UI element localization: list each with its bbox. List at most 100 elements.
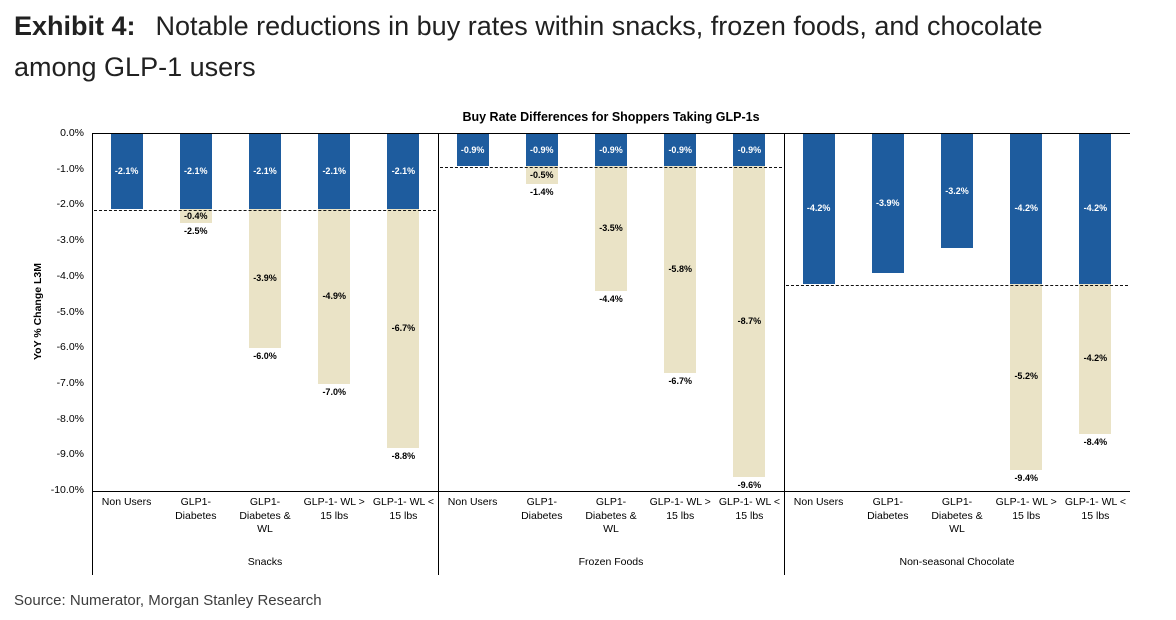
- glp1-user-bar: -4.9%: [318, 208, 351, 384]
- bar-slot: -2.1% -4.9% -7.0%: [300, 134, 369, 491]
- bar-value-label: -2.1%: [322, 165, 346, 176]
- x-axis-group: Non Users GLP1-Diabetes GLP1-Diabetes & WL…: [784, 496, 1130, 537]
- x-axis-category-label: GLP-1- WL > 15 lbs: [649, 496, 711, 522]
- glp1-user-bar: -6.7%: [387, 208, 420, 449]
- baseline-dashed-line: [786, 284, 1128, 286]
- baseline-bar: -0.9%: [456, 134, 489, 167]
- bar-value-label: -2.1%: [114, 165, 139, 176]
- bar-value-label: -0.9%: [460, 144, 485, 155]
- glp1-user-bar: -3.9%: [249, 208, 281, 349]
- baseline-bar: -3.9%: [871, 134, 904, 274]
- bar-slot: -2.1% -3.9% -6.0%: [230, 134, 299, 491]
- bar-column: -0.9% -3.5% -4.4%: [595, 134, 627, 491]
- total-value-label: -4.4%: [599, 294, 623, 305]
- glp1-user-bar: -0.5%: [525, 166, 558, 184]
- y-tick-label: -3.0%: [56, 234, 84, 247]
- total-value-label: -1.4%: [530, 186, 554, 197]
- diff-value-label: -0.4%: [184, 210, 208, 221]
- y-tick-label: -7.0%: [56, 376, 84, 389]
- x-axis-category-label: GLP-1- WL > 15 lbs: [995, 496, 1057, 522]
- group-labels: Snacks Frozen Foods Non-seasonal Chocolate: [92, 556, 1130, 568]
- x-axis-group-label: Snacks: [247, 556, 283, 568]
- bar-slot: -3.9%: [853, 134, 922, 491]
- x-axis-category-label: GLP-1- WL > 15 lbs: [303, 496, 365, 522]
- bar-value-label: -4.2%: [1083, 203, 1108, 214]
- source-note: Source: Numerator, Morgan Stanley Resear…: [14, 592, 322, 609]
- x-axis-category-label: GLP1-Diabetes & WL: [585, 496, 637, 536]
- bar-value-label: -0.9%: [737, 144, 762, 155]
- y-tick-label: -5.0%: [56, 305, 84, 318]
- glp1-user-bar: -0.4%: [179, 208, 212, 224]
- bar-column: -4.2% -5.2% -9.4%: [1010, 134, 1043, 491]
- bar-slot: -0.9% -5.8% -6.7%: [646, 134, 715, 491]
- bar-slot: -2.1%: [92, 134, 161, 491]
- total-value-label: -9.6%: [737, 479, 762, 490]
- bar-value-label: -0.9%: [599, 144, 623, 155]
- baseline-dashed-line: [440, 167, 782, 169]
- y-tick-label: -6.0%: [56, 341, 84, 354]
- baseline-bar: -0.9%: [595, 134, 627, 167]
- glp1-user-bar: -5.8%: [664, 166, 697, 374]
- glp1-user-bar: -5.2%: [1010, 283, 1043, 470]
- y-tick-label: -4.0%: [56, 269, 84, 282]
- x-axis-category-label: GLP1-Diabetes: [521, 496, 563, 522]
- glp1-user-bar: -4.2%: [1079, 283, 1112, 434]
- diff-value-label: -4.9%: [322, 290, 346, 301]
- baseline-bar: -2.1%: [318, 134, 351, 209]
- y-tick-label: -2.0%: [56, 198, 84, 211]
- diff-value-label: -8.7%: [737, 315, 762, 326]
- bar-column: -4.2% -4.2% -8.4%: [1079, 134, 1112, 491]
- glp1-user-bar: -3.5%: [595, 166, 627, 292]
- bar-slot: -0.9%: [438, 134, 507, 491]
- bar-value-label: -4.2%: [806, 203, 831, 214]
- y-axis-ticks: 0.0% -1.0% -2.0% -3.0% -4.0% -5.0% -6.0% -7.0% -…: [8, 127, 88, 496]
- x-axis-category-label: GLP-1- WL < 15 lbs: [718, 496, 780, 522]
- bar-column: -2.1% -0.4% -2.5%: [179, 134, 212, 491]
- baseline-bar: -3.2%: [941, 134, 973, 249]
- bar-slot: -2.1% -6.7% -8.8%: [369, 134, 438, 491]
- baseline-bar: -4.2%: [1079, 134, 1112, 284]
- y-tick-label: -1.0%: [56, 162, 84, 175]
- buy-rate-chart: Buy Rate Differences for Shoppers Taking…: [8, 108, 1168, 588]
- x-axis-group: Non Users GLP1-Diabetes GLP1-Diabetes & WL…: [438, 496, 784, 537]
- baseline-bar: -0.9%: [525, 134, 558, 167]
- diff-value-label: -3.5%: [599, 223, 623, 234]
- baseline-bar: -2.1%: [249, 134, 281, 209]
- bar-value-label: -3.9%: [876, 198, 900, 209]
- bar-slot: -3.2%: [922, 134, 991, 491]
- bar-group: -2.1% -2.1% -0.4% -2.5% -2.1% -3.9% -6.0% -2.1%…: [92, 134, 438, 491]
- x-axis-category-label: GLP1-Diabetes: [867, 496, 909, 522]
- bar-value-label: -3.2%: [945, 185, 969, 196]
- baseline-bar: -0.9%: [664, 134, 697, 167]
- y-tick-label: -9.0%: [56, 448, 84, 461]
- total-value-label: -6.0%: [253, 351, 277, 362]
- bar-slot: -0.9% -0.5% -1.4%: [507, 134, 576, 491]
- exhibit-title-text: Notable reductions in buy rates within s…: [14, 11, 1043, 82]
- diff-value-label: -4.2%: [1083, 353, 1108, 364]
- diff-value-label: -5.2%: [1014, 371, 1038, 382]
- bar-column: -0.9%: [456, 134, 489, 491]
- total-value-label: -7.0%: [322, 386, 346, 397]
- exhibit-label: Exhibit 4:: [14, 11, 136, 41]
- bar-column: -2.1% -6.7% -8.8%: [387, 134, 420, 491]
- x-axis-category-label: Non Users: [101, 496, 152, 508]
- y-tick-label: -8.0%: [56, 412, 84, 425]
- plot-area: -2.1% -2.1% -0.4% -2.5% -2.1% -3.9% -6.0% -2.1%…: [92, 133, 1130, 492]
- bar-column: -4.2%: [802, 134, 835, 491]
- diff-value-label: -5.8%: [668, 264, 692, 275]
- bar-value-label: -2.1%: [253, 165, 277, 176]
- total-value-label: -6.7%: [668, 376, 692, 387]
- x-axis-group-label: Non-seasonal Chocolate: [899, 556, 1015, 568]
- bar-value-label: -4.2%: [1014, 203, 1038, 214]
- bar-group: -0.9% -0.9% -0.5% -1.4% -0.9% -3.5% -4.4% -0.9%…: [438, 134, 784, 491]
- x-axis-category-label: GLP1-Diabetes: [175, 496, 217, 522]
- baseline-bar: -2.1%: [387, 134, 420, 209]
- x-axis-group: Non Users GLP1-Diabetes GLP1-Diabetes & WL…: [92, 496, 438, 537]
- x-axis-group-label: Frozen Foods: [578, 556, 644, 568]
- bar-column: -2.1%: [110, 134, 143, 491]
- group-separator-line: [438, 133, 439, 575]
- bar-value-label: -0.9%: [530, 144, 554, 155]
- group-separator-line: [92, 133, 93, 575]
- chart-title: Buy Rate Differences for Shoppers Taking…: [462, 110, 760, 124]
- diff-value-label: -0.5%: [530, 169, 554, 180]
